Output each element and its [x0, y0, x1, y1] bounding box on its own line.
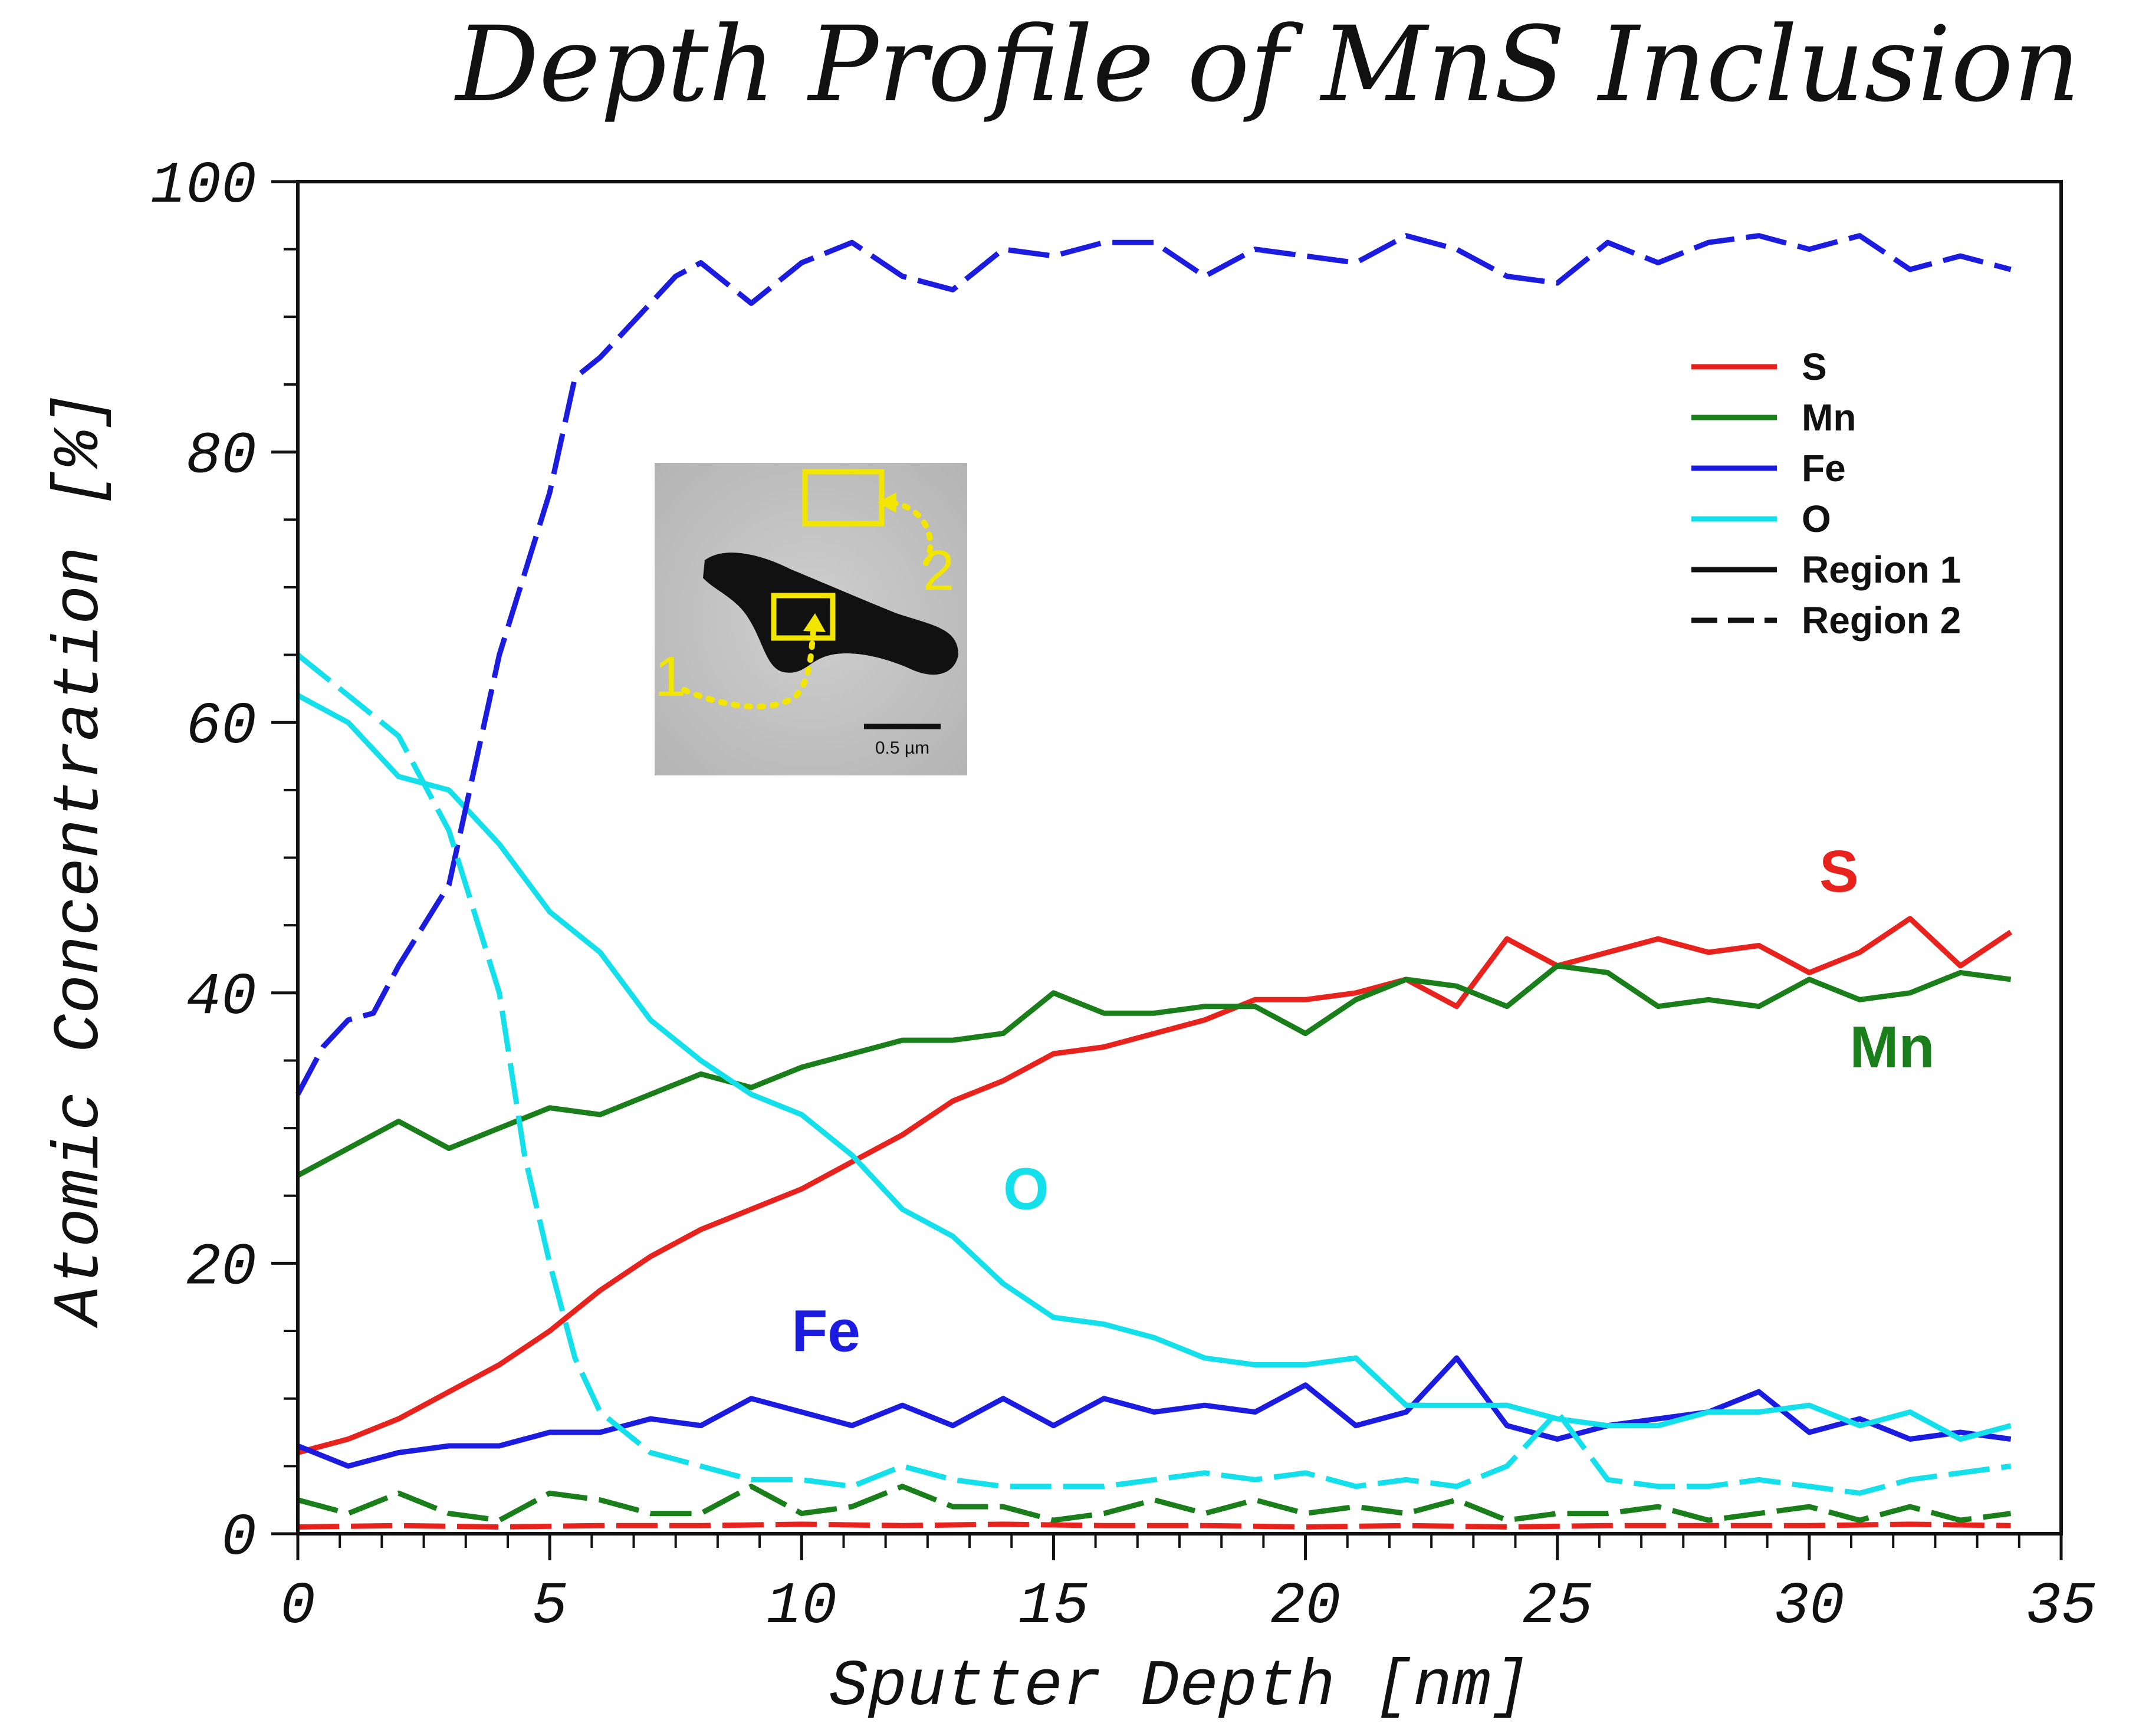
x-tick-label: 25 — [1522, 1574, 1593, 1640]
series-line-mn-region-2 — [297, 1484, 2012, 1523]
region-1-box — [771, 593, 836, 641]
x-tick-label: 30 — [1774, 1574, 1845, 1640]
series-line-o-region-2 — [296, 652, 2012, 1496]
annotation-o: O — [1003, 1156, 1049, 1222]
annotation-s: S — [1819, 839, 1859, 905]
series-annotations: S Mn O Fe — [791, 839, 1934, 1365]
legend-label-s: S — [1802, 346, 1827, 388]
series-line-fe-region-1 — [297, 1355, 2012, 1469]
region-2-arrowhead — [878, 492, 896, 513]
series-layer — [295, 233, 2013, 1530]
y-axis-title: Atomic Concentration [%] — [44, 391, 117, 1329]
legend-label-region-2: Region 2 — [1802, 599, 1961, 642]
inset-label-2: 2 — [923, 539, 954, 602]
x-tick-label: 20 — [1270, 1574, 1341, 1640]
legend-label-fe: Fe — [1802, 447, 1846, 489]
annotation-mn: Mn — [1849, 1014, 1934, 1080]
y-tick-label: 60 — [186, 694, 257, 761]
sem-inset: 1 2 0.5 µm — [655, 463, 967, 775]
y-tick-label: 0 — [221, 1505, 257, 1572]
annotation-fe: Fe — [791, 1298, 860, 1364]
region-1-arrowhead — [803, 613, 826, 632]
x-tick-label: 0 — [280, 1574, 316, 1640]
x-tick-label: 10 — [766, 1574, 837, 1640]
legend-label-o: O — [1802, 498, 1831, 540]
ticks-layer: 0 5 10 15 20 25 30 35 0 20 40 60 80 100 — [150, 153, 2097, 1640]
region-2-box — [802, 469, 885, 527]
y-tick-label: 100 — [150, 153, 257, 220]
series-line-fe-region-2 — [295, 233, 2012, 1096]
inset-label-1: 1 — [655, 645, 686, 708]
legend-label-region-1: Region 1 — [1802, 548, 1961, 591]
x-tick-label: 15 — [1018, 1574, 1089, 1640]
legend: S Mn Fe O Region 1 Region 2 — [1691, 346, 1961, 642]
region-1-pointer — [681, 622, 817, 710]
series-line-mn-region-1 — [296, 963, 2012, 1178]
x-tick-label: 35 — [2026, 1574, 2097, 1640]
series-line-s-region-1 — [297, 916, 2013, 1455]
series-line-s-region-2 — [297, 1521, 2011, 1530]
x-tick-label: 5 — [532, 1574, 567, 1640]
y-tick-label: 80 — [186, 424, 257, 491]
legend-label-mn: Mn — [1802, 396, 1856, 439]
y-tick-label: 40 — [186, 965, 257, 1031]
series-line-o-region-1 — [296, 693, 2012, 1442]
chart-title: Depth Profile of MnS Inclusion — [454, 4, 2080, 125]
x-axis-title: Sputter Depth [nm] — [829, 1650, 1530, 1724]
scale-bar-label: 0.5 µm — [875, 738, 929, 758]
region-2-pointer — [888, 499, 934, 566]
y-tick-label: 20 — [186, 1235, 257, 1301]
